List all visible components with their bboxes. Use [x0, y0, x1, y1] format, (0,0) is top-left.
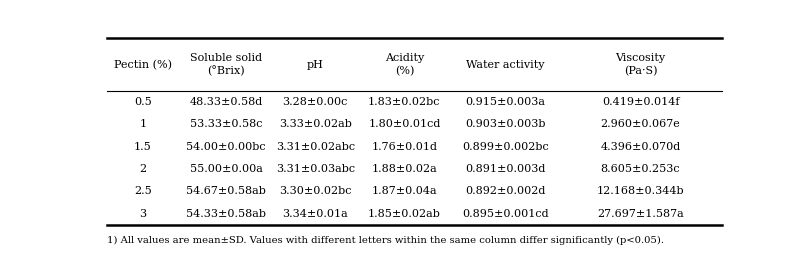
- Text: 0.915±0.003a: 0.915±0.003a: [465, 97, 545, 107]
- Text: Pectin (%): Pectin (%): [114, 59, 172, 70]
- Text: 3.33±0.02ab: 3.33±0.02ab: [279, 120, 352, 129]
- Text: 1.87±0.04a: 1.87±0.04a: [371, 186, 437, 196]
- Text: 1.85±0.02ab: 1.85±0.02ab: [368, 209, 441, 218]
- Text: 0.892±0.002d: 0.892±0.002d: [465, 186, 546, 196]
- Text: 1.76±0.01d: 1.76±0.01d: [371, 142, 438, 152]
- Text: 3: 3: [139, 209, 146, 218]
- Text: pH: pH: [307, 60, 324, 70]
- Text: 1.5: 1.5: [134, 142, 152, 152]
- Text: 3.31±0.03abc: 3.31±0.03abc: [276, 164, 355, 174]
- Text: 4.396±0.070d: 4.396±0.070d: [600, 142, 680, 152]
- Text: 1.88±0.02a: 1.88±0.02a: [371, 164, 437, 174]
- Text: 3.28±0.00c: 3.28±0.00c: [282, 97, 348, 107]
- Text: 12.168±0.344b: 12.168±0.344b: [597, 186, 684, 196]
- Text: 0.903±0.003b: 0.903±0.003b: [465, 120, 546, 129]
- Text: Water activity: Water activity: [466, 60, 544, 70]
- Text: 8.605±0.253c: 8.605±0.253c: [601, 164, 680, 174]
- Text: 1.80±0.01cd: 1.80±0.01cd: [368, 120, 441, 129]
- Text: 1: 1: [139, 120, 146, 129]
- Text: Viscosity
(Pa·S): Viscosity (Pa·S): [616, 53, 666, 76]
- Text: 2.960±0.067e: 2.960±0.067e: [600, 120, 680, 129]
- Text: 3.30±0.02bc: 3.30±0.02bc: [279, 186, 351, 196]
- Text: 48.33±0.58d: 48.33±0.58d: [189, 97, 263, 107]
- Text: 54.00±0.00bc: 54.00±0.00bc: [186, 142, 266, 152]
- Text: Soluble solid
(°Brix): Soluble solid (°Brix): [190, 53, 262, 76]
- Text: 54.67±0.58ab: 54.67±0.58ab: [186, 186, 266, 196]
- Text: 3.34±0.01a: 3.34±0.01a: [282, 209, 348, 218]
- Text: 0.895±0.001cd: 0.895±0.001cd: [462, 209, 549, 218]
- Text: 0.5: 0.5: [134, 97, 152, 107]
- Text: 3.31±0.02abc: 3.31±0.02abc: [276, 142, 355, 152]
- Text: 0.899±0.002bc: 0.899±0.002bc: [462, 142, 549, 152]
- Text: 55.00±0.00a: 55.00±0.00a: [189, 164, 262, 174]
- Text: 1.83±0.02bc: 1.83±0.02bc: [368, 97, 441, 107]
- Text: 53.33±0.58c: 53.33±0.58c: [190, 120, 262, 129]
- Text: 0.891±0.003d: 0.891±0.003d: [465, 164, 546, 174]
- Text: 2.5: 2.5: [134, 186, 152, 196]
- Text: 54.33±0.58ab: 54.33±0.58ab: [186, 209, 266, 218]
- Text: 27.697±1.587a: 27.697±1.587a: [597, 209, 684, 218]
- Text: 2: 2: [139, 164, 146, 174]
- Text: Acidity
(%): Acidity (%): [385, 53, 424, 76]
- Text: 0.419±0.014f: 0.419±0.014f: [602, 97, 680, 107]
- Text: 1) All values are mean±SD. Values with different letters within the same column : 1) All values are mean±SD. Values with d…: [108, 236, 664, 245]
